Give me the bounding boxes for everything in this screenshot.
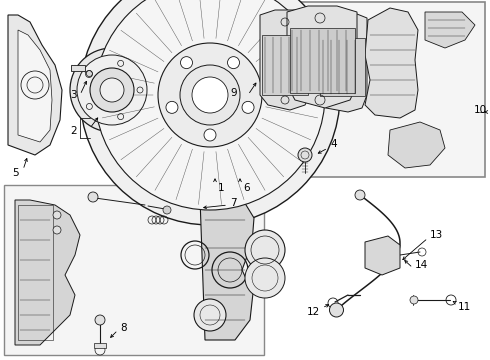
- Text: 13: 13: [430, 230, 443, 240]
- Circle shape: [21, 71, 49, 99]
- Text: 12: 12: [307, 307, 320, 317]
- Circle shape: [194, 299, 226, 331]
- Bar: [94, 343, 106, 348]
- Circle shape: [85, 71, 93, 77]
- Circle shape: [204, 129, 216, 141]
- Circle shape: [95, 0, 325, 210]
- Polygon shape: [15, 200, 80, 345]
- Text: 6: 6: [243, 183, 249, 193]
- Circle shape: [163, 206, 171, 214]
- Circle shape: [95, 315, 105, 325]
- Text: 11: 11: [458, 302, 471, 312]
- Bar: [290, 28, 355, 93]
- Circle shape: [245, 258, 285, 298]
- Polygon shape: [318, 12, 367, 112]
- Polygon shape: [365, 8, 418, 118]
- Polygon shape: [425, 12, 475, 48]
- Text: 7: 7: [230, 198, 237, 208]
- Circle shape: [70, 48, 154, 132]
- Circle shape: [88, 192, 98, 202]
- Polygon shape: [18, 30, 52, 142]
- Bar: [278, 2, 485, 177]
- Bar: [4, 185, 264, 355]
- Text: 8: 8: [120, 323, 126, 333]
- Circle shape: [298, 148, 312, 162]
- Text: 14: 14: [415, 260, 428, 270]
- Circle shape: [242, 102, 254, 113]
- Text: 4: 4: [330, 139, 337, 149]
- Bar: [18, 205, 53, 340]
- Circle shape: [166, 102, 178, 113]
- Text: 3: 3: [71, 90, 77, 100]
- Text: 9: 9: [230, 88, 237, 98]
- Circle shape: [100, 78, 124, 102]
- Circle shape: [53, 211, 61, 219]
- Polygon shape: [8, 15, 62, 155]
- Text: 5: 5: [12, 168, 19, 178]
- Bar: [262, 35, 308, 95]
- Circle shape: [180, 65, 240, 125]
- Polygon shape: [287, 6, 357, 108]
- Bar: [71, 65, 85, 71]
- Circle shape: [27, 77, 43, 93]
- Bar: [253, 5, 371, 165]
- Polygon shape: [388, 122, 445, 168]
- Circle shape: [180, 57, 193, 69]
- Circle shape: [355, 190, 365, 200]
- Circle shape: [90, 68, 134, 112]
- Polygon shape: [200, 198, 254, 340]
- Polygon shape: [260, 10, 310, 110]
- Circle shape: [329, 303, 343, 317]
- Circle shape: [245, 230, 285, 270]
- Text: 10: 10: [474, 105, 487, 115]
- Text: 2: 2: [71, 126, 77, 136]
- Circle shape: [410, 296, 418, 304]
- Polygon shape: [365, 236, 400, 275]
- Circle shape: [227, 57, 240, 69]
- Text: 1: 1: [218, 183, 224, 193]
- Bar: [320, 38, 365, 96]
- Circle shape: [80, 0, 340, 225]
- Circle shape: [53, 226, 61, 234]
- Circle shape: [192, 77, 228, 113]
- Circle shape: [77, 55, 147, 125]
- Circle shape: [158, 43, 262, 147]
